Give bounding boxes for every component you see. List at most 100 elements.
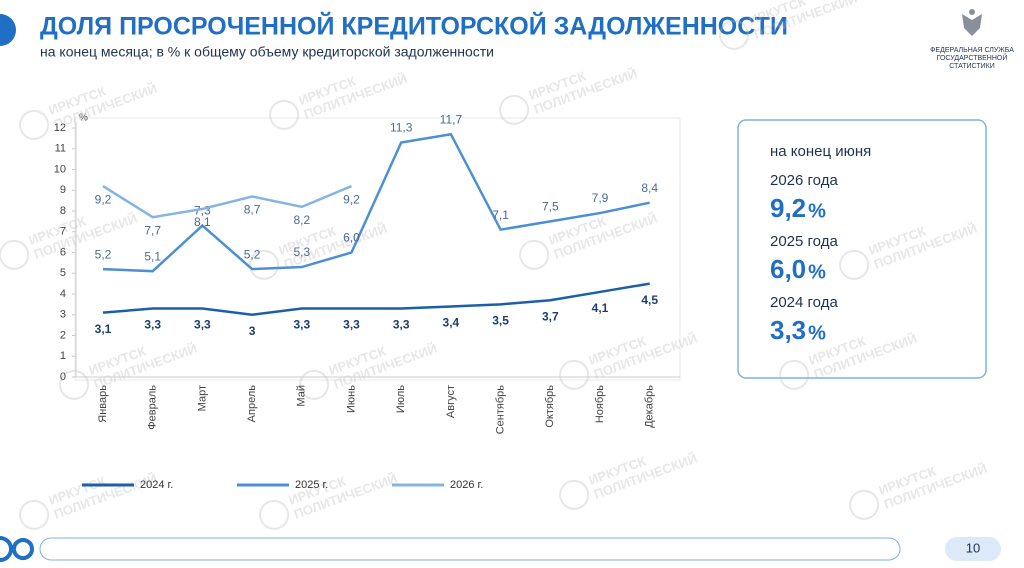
logo-text: ФЕДЕРАЛЬНАЯ СЛУЖБА (930, 47, 1014, 54)
data-label: 3,3 (144, 318, 161, 332)
footer-bar (39, 537, 901, 561)
page-pill (945, 537, 1001, 561)
page-number: 10 (966, 540, 980, 555)
y-tick-label: 0 (60, 371, 66, 383)
panel-value: 6,0 (770, 254, 806, 284)
plot-frame (74, 117, 681, 381)
watermark-icon (0, 239, 30, 270)
watermark-icon (559, 359, 590, 390)
panel-heading: на конец июня (770, 143, 871, 160)
data-label: 7,9 (592, 191, 609, 205)
watermark-icon (19, 499, 50, 530)
data-label: 8,7 (244, 203, 261, 217)
logo-text: ГОСУДАРСТВЕННОЙ (937, 53, 1008, 62)
x-tick-label: Март (196, 385, 208, 411)
watermark-icon (519, 239, 550, 270)
data-label: 3,3 (293, 318, 310, 332)
subtitle: на конец месяца; в % к общему объему кре… (40, 44, 494, 60)
panel-value: 9,2 (770, 193, 806, 223)
data-label: 3,5 (492, 314, 509, 328)
data-label: 5,1 (144, 249, 161, 263)
watermark-icon (259, 499, 290, 530)
watermark-icon (59, 369, 90, 400)
title: ДОЛЯ ПРОСРОЧЕННОЙ КРЕДИТОРСКОЙ ЗАДОЛЖЕНН… (40, 11, 788, 41)
legend-label: 2024 г. (140, 479, 173, 491)
y-tick-label: 3 (60, 309, 66, 321)
y-tick-label: 12 (54, 122, 66, 134)
y-tick-label: 6 (60, 246, 66, 258)
logo-text: СТАТИСТИКИ (949, 63, 995, 70)
legend-label: 2025 г. (295, 479, 328, 491)
y-tick-label: 4 (60, 288, 66, 300)
corner-logo (0, 14, 16, 46)
data-label: 6,0 (343, 231, 360, 245)
x-tick-label: Февраль (147, 385, 159, 430)
x-tick-label: Апрель (246, 385, 258, 423)
x-tick-label: Октябрь (544, 385, 556, 428)
watermark-icon (839, 249, 870, 280)
legend-label: 2026 г. (450, 479, 483, 491)
watermark-icon (779, 359, 810, 390)
data-label: 7,5 (542, 200, 559, 214)
data-label: 8,2 (293, 213, 310, 227)
x-tick-label: Июль (395, 385, 407, 413)
series-line (102, 184, 352, 219)
watermark-icon (719, 19, 750, 50)
x-tick-label: Ноябрь (594, 385, 606, 423)
data-label: 5,2 (244, 247, 261, 261)
panel-unit: % (808, 322, 826, 344)
series-line (102, 282, 650, 317)
data-label: 3,3 (393, 318, 410, 332)
series-line (102, 132, 650, 273)
x-tick-label: Август (445, 385, 457, 418)
x-tick-label: Декабрь (644, 385, 656, 428)
watermark-icon (269, 99, 300, 130)
data-label: 11,7 (440, 112, 463, 126)
data-label: 3 (249, 324, 256, 338)
data-label: 4,5 (641, 293, 658, 307)
data-label: 11,3 (390, 121, 413, 135)
y-tick-label: 5 (60, 267, 66, 279)
data-label: 4,1 (592, 301, 609, 315)
watermark-icon (299, 369, 330, 400)
data-label: 8,4 (641, 181, 658, 195)
panel-label: 2024 года (770, 294, 838, 311)
data-label: 3,3 (194, 318, 211, 332)
y-tick-label: 2 (60, 329, 66, 341)
watermark-icon (19, 109, 50, 140)
data-label: 5,2 (95, 247, 112, 261)
data-label: 3,1 (95, 322, 112, 336)
x-tick-label: Июнь (345, 385, 357, 413)
footer-logo (0, 536, 34, 562)
x-tick-label: Май (296, 385, 308, 407)
y-tick-label: 11 (55, 143, 66, 155)
data-label: 3,3 (343, 318, 360, 332)
watermark-icon (559, 479, 590, 510)
x-tick-label: Январь (97, 385, 109, 423)
x-tick-label: Сентябрь (495, 385, 507, 435)
y-tick-label: 7 (60, 226, 66, 238)
y-unit: % (79, 113, 88, 124)
data-label: 7,7 (144, 223, 161, 237)
data-label: 9,2 (95, 192, 112, 206)
panel-value: 3,3 (770, 315, 806, 345)
y-tick-label: 10 (54, 163, 66, 175)
watermark-icon (499, 94, 530, 125)
panel-unit: % (808, 261, 826, 283)
emblem (962, 9, 982, 36)
data-label: 3,7 (542, 309, 559, 323)
y-tick-label: 9 (60, 184, 66, 196)
panel-unit: % (808, 200, 826, 222)
y-tick-label: 8 (60, 205, 66, 217)
data-label: 5,3 (293, 245, 310, 259)
data-label: 3,4 (443, 316, 460, 330)
data-label: 7,1 (492, 208, 509, 222)
watermark-icon (849, 489, 880, 520)
summary-panel (737, 119, 987, 379)
panel-label: 2025 года (770, 233, 838, 250)
panel-label: 2026 года (770, 172, 838, 189)
y-tick-label: 1 (60, 350, 66, 362)
data-label: 9,2 (343, 192, 360, 206)
data-label: 8,1 (194, 215, 211, 229)
